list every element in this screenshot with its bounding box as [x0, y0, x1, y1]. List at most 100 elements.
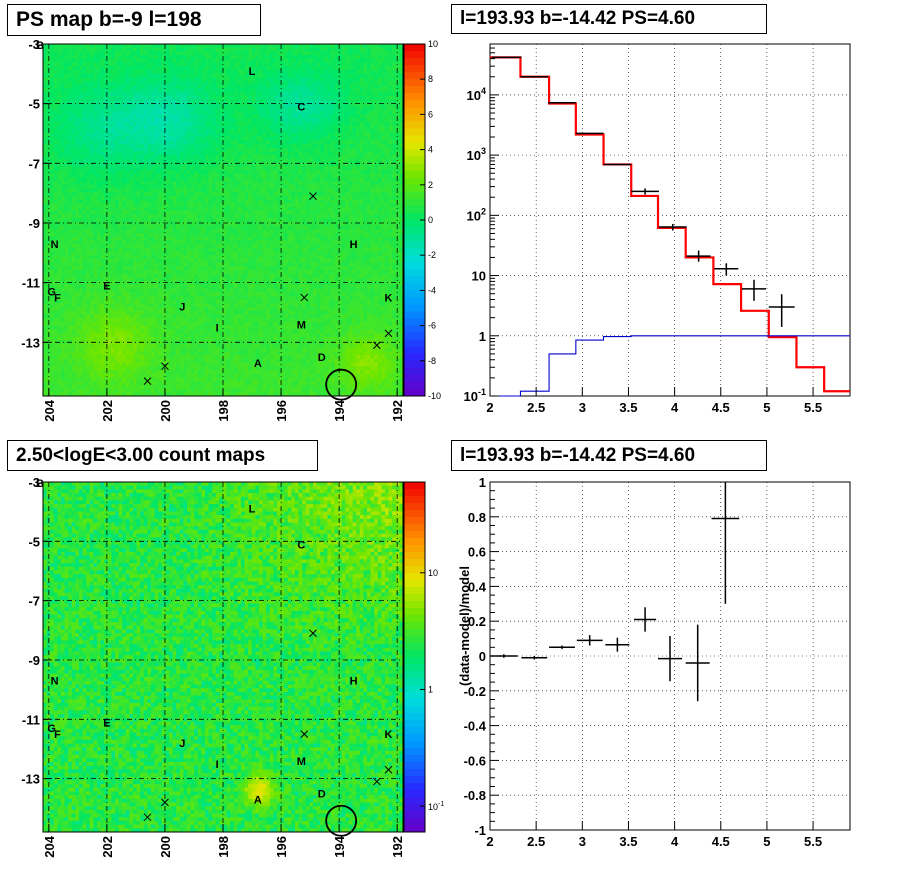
map-pixel	[64, 88, 69, 93]
map-pixel	[284, 221, 289, 226]
map-pixel	[75, 110, 80, 115]
map-pixel	[356, 103, 361, 108]
map-pixel	[172, 210, 177, 215]
map-pixel	[370, 88, 375, 93]
map-pixel	[248, 84, 253, 89]
map-pixel	[273, 110, 278, 115]
map-pixel	[187, 81, 191, 86]
map-pixel	[183, 103, 188, 108]
map-pixel	[161, 210, 166, 215]
map-pixel	[133, 166, 137, 171]
map-pixel	[201, 162, 206, 167]
map-pixel	[208, 195, 213, 201]
map-pixel	[266, 151, 271, 156]
map-pixel	[93, 158, 98, 163]
map-pixel	[359, 181, 364, 186]
map-pixel	[50, 103, 55, 108]
map-pixel	[381, 169, 386, 175]
map-pixel	[356, 207, 361, 212]
map-pixel	[295, 199, 299, 204]
map-pixel	[71, 225, 76, 230]
map-pixel	[316, 114, 321, 119]
map-pixel	[241, 177, 245, 182]
map-pixel	[230, 121, 235, 126]
map-pixel	[323, 103, 328, 108]
map-pixel	[266, 110, 271, 115]
map-pixel	[197, 199, 202, 204]
map-pixel	[377, 144, 382, 149]
map-pixel	[165, 203, 170, 208]
map-pixel	[320, 95, 325, 100]
map-pixel	[262, 158, 267, 163]
map-pixel	[226, 144, 231, 149]
map-pixel	[212, 155, 217, 160]
map-pixel	[309, 199, 314, 204]
map-pixel	[251, 88, 256, 93]
map-pixel	[161, 147, 166, 152]
map-pixel	[57, 103, 62, 108]
map-pixel	[187, 73, 191, 78]
map-pixel	[183, 44, 188, 49]
map-pixel	[305, 58, 310, 63]
map-pixel	[219, 114, 224, 119]
map-pixel	[136, 132, 141, 138]
map-pixel	[79, 58, 83, 63]
map-pixel	[259, 207, 263, 212]
map-pixel	[302, 147, 307, 152]
map-pixel	[161, 69, 166, 75]
map-pixel	[399, 55, 404, 60]
map-pixel	[79, 158, 83, 163]
map-pixel	[53, 51, 58, 56]
map-pixel	[338, 110, 343, 115]
map-pixel	[320, 73, 325, 78]
map-pixel	[111, 210, 116, 215]
map-pixel	[255, 69, 260, 75]
map-pixel	[205, 73, 209, 78]
map-pixel	[50, 114, 55, 119]
map-pixel	[392, 218, 397, 223]
map-pixel	[244, 155, 249, 160]
map-pixel	[230, 140, 235, 145]
map-pixel	[154, 214, 159, 219]
map-pixel	[115, 44, 119, 49]
map-pixel	[165, 92, 170, 97]
map-pixel	[125, 69, 130, 75]
map-pixel	[266, 95, 271, 100]
map-pixel	[298, 84, 303, 89]
map-pixel	[169, 77, 173, 82]
map-pixel	[158, 195, 163, 201]
map-pixel	[140, 207, 145, 212]
map-pixel	[158, 106, 163, 112]
map-pixel	[359, 158, 364, 163]
map-pixel	[104, 114, 109, 119]
map-pixel	[338, 84, 343, 89]
map-pixel	[205, 114, 209, 119]
map-pixel	[302, 221, 307, 226]
map-pixel	[345, 199, 350, 204]
map-pixel	[363, 66, 368, 71]
map-pixel	[233, 207, 238, 212]
map-pixel	[226, 203, 231, 208]
map-pixel	[374, 151, 379, 156]
map-pixel	[201, 103, 206, 108]
map-pixel	[183, 95, 188, 100]
map-pixel	[284, 84, 289, 89]
map-pixel	[89, 225, 94, 230]
map-pixel	[284, 144, 289, 149]
map-pixel	[140, 81, 145, 86]
map-pixel	[223, 195, 227, 201]
map-pixel	[269, 125, 274, 130]
map-pixel	[370, 181, 375, 186]
map-pixel	[107, 69, 112, 75]
map-pixel	[187, 214, 191, 219]
map-pixel	[251, 99, 256, 104]
map-pixel	[284, 99, 289, 104]
map-pixel	[201, 136, 206, 141]
map-pixel	[194, 114, 199, 119]
map-pixel	[161, 136, 166, 141]
map-pixel	[187, 155, 191, 160]
map-pixel	[125, 110, 130, 115]
map-pixel	[345, 84, 350, 89]
map-pixel	[208, 95, 213, 100]
map-pixel	[370, 199, 375, 204]
